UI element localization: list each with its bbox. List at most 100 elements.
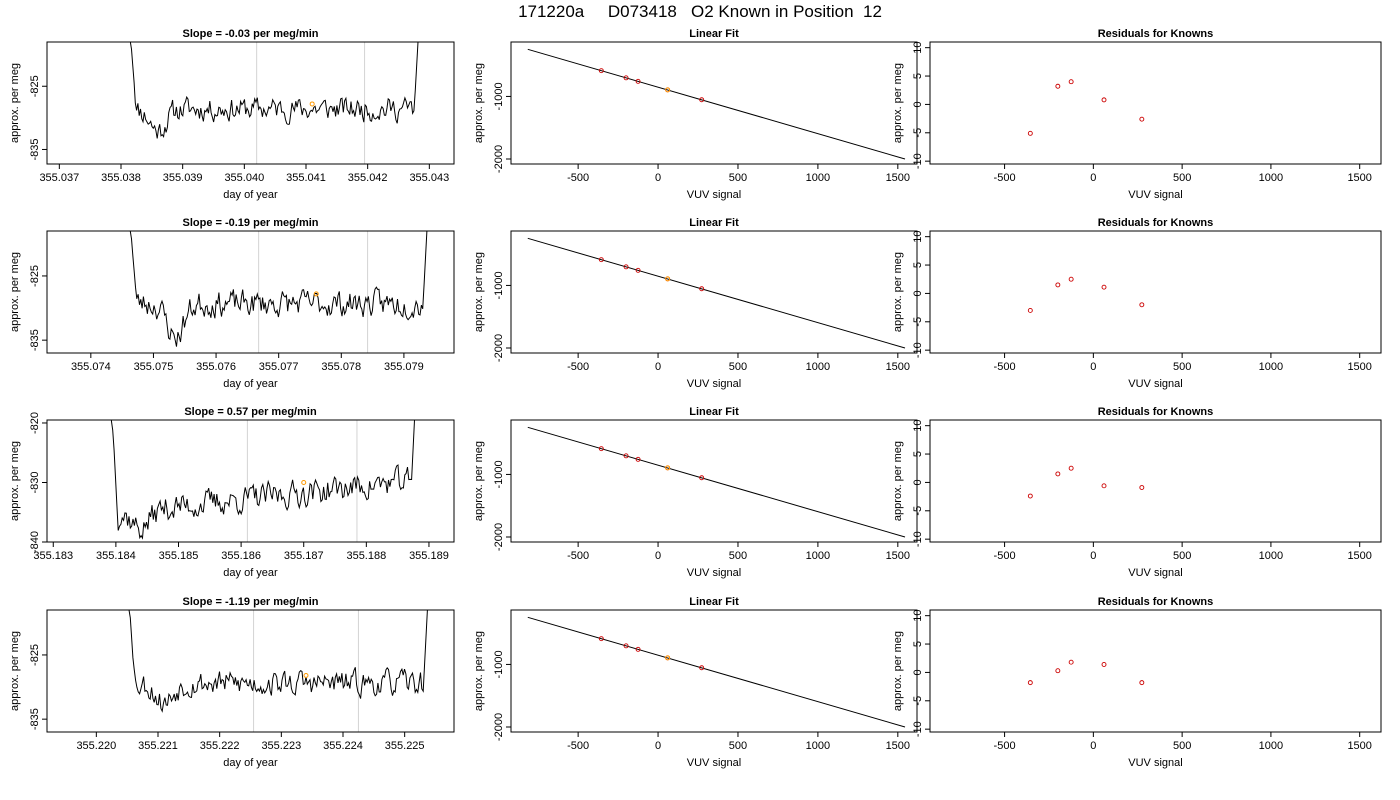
chart-panel: Slope = 0.57 per meg/min 355.183 355.184 35… xyxy=(9,406,455,579)
x-tick-label: 355.037 xyxy=(39,172,79,184)
known-point xyxy=(1068,276,1074,282)
known-point xyxy=(623,75,629,81)
x-tick-label: 0 xyxy=(1090,361,1096,373)
x-axis-label: VUV signal xyxy=(1128,757,1182,769)
x-tick-label: 355.223 xyxy=(261,740,301,752)
y-tick-label: 0 xyxy=(912,669,924,675)
known-point xyxy=(635,267,641,273)
chart-panel: Residuals for Knowns -500 0 500 1000 1500 10 5 0… xyxy=(892,596,1382,769)
y-tick-label: -1000 xyxy=(493,460,505,488)
y-axis-label: approx. per meg xyxy=(473,631,485,711)
x-axis-label: VUV signal xyxy=(1128,378,1182,390)
chart-panel: Linear Fit -500 0 500 1000 1500 -1000 -2000 VUV … xyxy=(473,217,918,390)
y-tick-label: -10 xyxy=(912,342,924,358)
x-tick-label: 0 xyxy=(1090,550,1096,562)
known-point xyxy=(1068,79,1074,85)
x-axis-label: day of year xyxy=(223,378,278,390)
sample-point xyxy=(665,276,671,282)
y-tick-label: -1000 xyxy=(493,650,505,678)
x-axis-label: VUV signal xyxy=(687,757,741,769)
chart-panel: Slope = -0.03 per meg/min 355.037 355.038 3… xyxy=(9,28,455,201)
y-tick-label: 10 xyxy=(912,42,924,54)
y-tick-label: 5 xyxy=(912,641,924,647)
sample-point xyxy=(665,465,671,471)
y-tick-label: -835 xyxy=(29,708,41,730)
plot-frame xyxy=(929,419,1382,543)
y-axis-label: approx. per meg xyxy=(9,252,21,332)
chart-title: Residuals for Knowns xyxy=(1098,406,1214,418)
plot-frame xyxy=(510,41,918,165)
known-point xyxy=(1068,659,1074,665)
known-point xyxy=(1055,83,1061,89)
known-point xyxy=(1101,483,1107,489)
x-tick-label: 1000 xyxy=(806,172,830,184)
x-tick-label: 355.075 xyxy=(134,361,174,373)
plot-frame xyxy=(929,41,1382,165)
known-point xyxy=(1027,130,1033,136)
known-point xyxy=(1055,668,1061,674)
known-point xyxy=(699,665,705,671)
x-axis-label: VUV signal xyxy=(687,567,741,579)
y-tick-label: -2000 xyxy=(493,145,505,173)
y-tick-label: -840 xyxy=(29,531,41,553)
y-tick-label: -5 xyxy=(912,506,924,516)
chart-panel: Slope = -0.19 per meg/min 355.074 355.075 3… xyxy=(9,217,455,390)
known-point xyxy=(623,453,629,459)
plot-frame xyxy=(46,419,455,543)
y-tick-label: 5 xyxy=(912,262,924,268)
y-tick-label: 5 xyxy=(912,73,924,79)
x-tick-label: 1000 xyxy=(806,361,830,373)
y-tick-label: 10 xyxy=(912,231,924,243)
x-tick-label: 355.042 xyxy=(348,172,388,184)
y-axis-label: approx. per meg xyxy=(892,441,904,521)
chart-title: Slope = -0.03 per meg/min xyxy=(182,28,318,40)
y-tick-label: -5 xyxy=(912,696,924,706)
fit-line xyxy=(527,237,906,349)
x-tick-label: 1000 xyxy=(806,740,830,752)
x-tick-label: 1000 xyxy=(1259,550,1283,562)
x-tick-label: 1000 xyxy=(1259,740,1283,752)
known-point xyxy=(1139,302,1145,308)
plot-frame xyxy=(46,230,455,354)
y-tick-label: 10 xyxy=(912,610,924,622)
sample-point xyxy=(309,101,315,107)
y-tick-label: 0 xyxy=(912,479,924,485)
chart-panel: Residuals for Knowns -500 0 500 1000 1500 10 5 0… xyxy=(892,28,1382,201)
x-tick-label: 355.040 xyxy=(224,172,264,184)
chart-title: Slope = -1.19 per meg/min xyxy=(182,596,318,608)
known-point xyxy=(598,446,604,452)
known-point xyxy=(699,475,705,481)
known-point xyxy=(1068,465,1074,471)
known-point xyxy=(699,97,705,103)
known-point xyxy=(1139,116,1145,122)
y-tick-label: -10 xyxy=(912,531,924,547)
x-tick-label: 355.184 xyxy=(96,550,136,562)
known-point xyxy=(598,257,604,263)
y-tick-label: 0 xyxy=(912,101,924,107)
chart-panel: Slope = -1.19 per meg/min 355.220 355.221 3… xyxy=(9,596,455,769)
y-tick-label: -835 xyxy=(29,329,41,351)
x-tick-label: 0 xyxy=(1090,740,1096,752)
x-axis-label: VUV signal xyxy=(1128,567,1182,579)
x-axis-label: VUV signal xyxy=(1128,189,1182,201)
known-point xyxy=(635,646,641,652)
x-tick-label: 355.224 xyxy=(323,740,363,752)
y-axis-label: approx. per meg xyxy=(9,63,21,143)
y-tick-label: 5 xyxy=(912,451,924,457)
chart-panel: Residuals for Knowns -500 0 500 1000 1500 10 5 0… xyxy=(892,406,1382,579)
x-tick-label: 1500 xyxy=(1347,550,1371,562)
x-tick-label: 1500 xyxy=(1347,172,1371,184)
x-axis-label: day of year xyxy=(223,189,278,201)
known-point xyxy=(1139,485,1145,490)
known-point xyxy=(1101,284,1107,290)
sample-point xyxy=(301,479,307,485)
known-point xyxy=(635,456,641,462)
x-tick-label: 355.079 xyxy=(384,361,424,373)
plot-frame xyxy=(510,419,918,543)
chart-title: Residuals for Knowns xyxy=(1098,217,1214,229)
x-tick-label: 1500 xyxy=(886,361,910,373)
x-axis-label: day of year xyxy=(223,567,278,579)
y-axis-label: approx. per meg xyxy=(892,631,904,711)
y-tick-label: -825 xyxy=(29,75,41,97)
x-tick-label: 355.187 xyxy=(284,550,324,562)
